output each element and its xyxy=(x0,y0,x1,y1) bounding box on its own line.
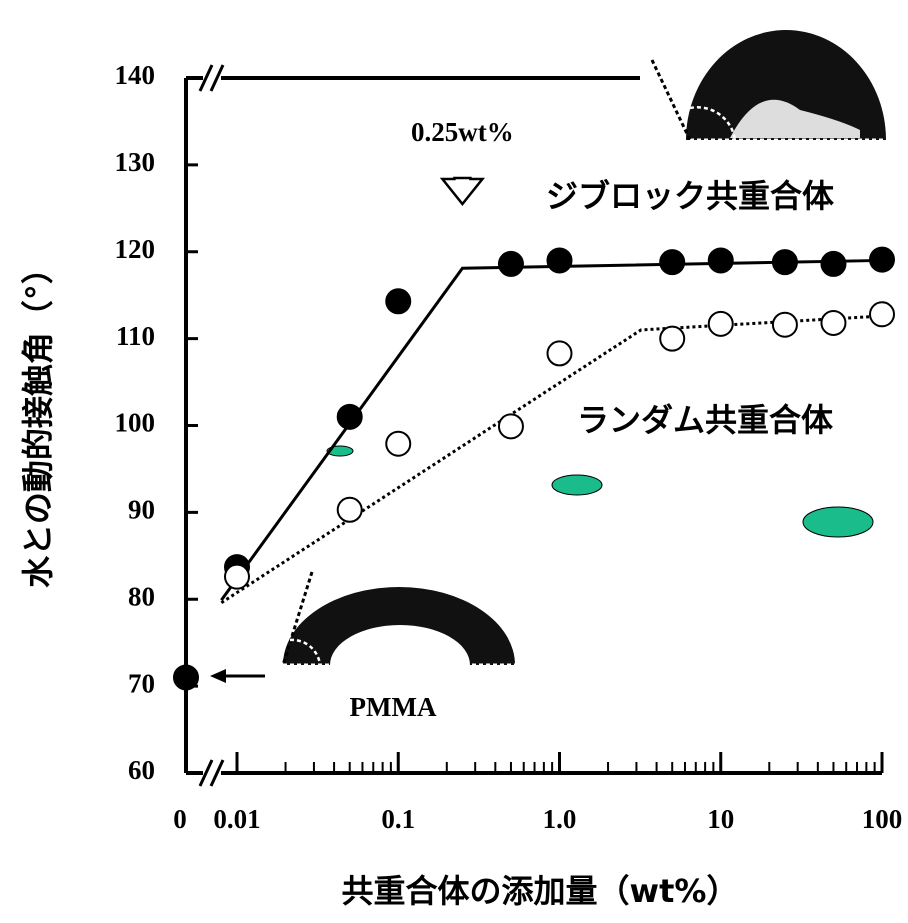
data-point xyxy=(821,311,845,335)
data-point xyxy=(660,250,684,274)
y-tick-label: 140 xyxy=(115,60,156,90)
x-tick-label: 0 xyxy=(173,804,187,834)
x-tick-label: 0.1 xyxy=(381,804,415,834)
data-point xyxy=(174,665,198,689)
data-point xyxy=(499,414,523,438)
pmma-arrow xyxy=(210,669,265,683)
data-point xyxy=(821,252,845,276)
annotation: PMMA xyxy=(350,692,437,722)
data-point xyxy=(660,327,684,351)
x-tick-label: 100 xyxy=(862,804,903,834)
data-point xyxy=(338,405,362,429)
y-axis-label: 水との動的接触角（°） xyxy=(19,252,57,588)
x-axis-label: 共重合体の添加量（wt%） xyxy=(342,872,739,910)
annotation: 0.25wt% xyxy=(411,117,514,147)
legend-label: ランダム共重合体 xyxy=(577,401,833,439)
droplet-photo-top xyxy=(652,0,895,160)
droplet-photo-bottom xyxy=(283,572,515,665)
annotation-arrow xyxy=(442,178,482,204)
y-tick-label: 130 xyxy=(115,147,156,177)
legend-label: ジブロック共重合体 xyxy=(546,177,834,215)
data-point xyxy=(870,302,894,326)
chart: 水との動的接触角（°） 共重合体の添加量（wt%） ジブロック共重合体 ランダム… xyxy=(0,0,908,923)
x-tick-label: 0.01 xyxy=(213,804,260,834)
data-point xyxy=(548,248,572,272)
y-tick-label: 70 xyxy=(128,668,155,698)
data-point xyxy=(499,252,523,276)
y-tick-label: 80 xyxy=(128,581,155,611)
data-point xyxy=(548,341,572,365)
data-point xyxy=(338,498,362,522)
y-tick-label: 110 xyxy=(116,321,155,351)
data-point xyxy=(386,432,410,456)
data-point xyxy=(225,565,249,589)
data-point xyxy=(870,248,894,272)
artifact xyxy=(552,475,602,495)
data-point xyxy=(773,313,797,337)
data-point xyxy=(773,250,797,274)
artifact xyxy=(803,507,873,537)
y-tick-label: 60 xyxy=(128,755,155,785)
y-tick-label: 100 xyxy=(115,408,156,438)
y-tick-label: 120 xyxy=(115,234,156,264)
data-point xyxy=(386,289,410,313)
x-tick-label: 1.0 xyxy=(543,804,577,834)
data-point xyxy=(709,248,733,272)
x-tick-label: 10 xyxy=(707,804,734,834)
y-tick-label: 90 xyxy=(128,495,155,525)
data-point xyxy=(709,312,733,336)
